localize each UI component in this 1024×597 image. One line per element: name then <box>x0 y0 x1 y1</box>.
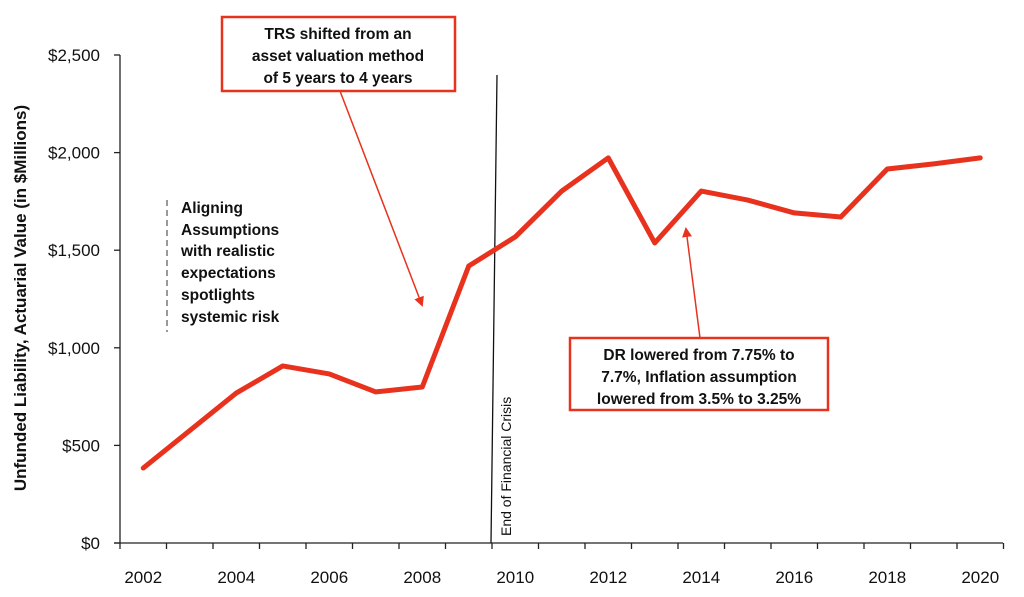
y-tick-label: $2,000 <box>48 144 100 163</box>
financial-crisis-label: End of Financial Crisis <box>498 397 514 536</box>
x-tick-label: 2006 <box>310 568 348 587</box>
x-tick-label: 2004 <box>217 568 255 587</box>
y-tick-label: $2,500 <box>48 46 100 65</box>
x-tick-label: 2012 <box>589 568 627 587</box>
x-tick-label: 2018 <box>868 568 906 587</box>
financial-crisis-line <box>490 74 498 544</box>
aligning-annotation: Aligning Assumptions with realistic expe… <box>180 200 280 326</box>
trs-line: of 5 years to 4 years <box>263 70 412 87</box>
x-tick-label: 2002 <box>124 568 162 587</box>
trs-line: asset valuation method <box>252 48 424 65</box>
dr-line: DR lowered from 7.75% to <box>603 347 794 364</box>
trs-line: TRS shifted from an <box>264 26 411 43</box>
x-tick-label: 2014 <box>682 568 720 587</box>
x-tick-label: 2008 <box>403 568 441 587</box>
y-tick-label: $500 <box>62 436 100 455</box>
dr-arrow <box>682 227 701 339</box>
dr-line: lowered from 3.5% to 3.25% <box>597 391 801 408</box>
y-tick-label: $1,000 <box>48 339 100 358</box>
aligning-line: with realistic <box>180 243 275 260</box>
dr-line: 7.7%, Inflation assumption <box>601 369 797 386</box>
x-tick-label: 2016 <box>775 568 813 587</box>
dr-annotation-box: DR lowered from 7.75% to 7.7%, Inflation… <box>568 336 830 412</box>
aligning-line: Aligning <box>181 200 243 217</box>
trs-annotation-box: TRS shifted from an asset valuation meth… <box>220 15 457 93</box>
y-axis-label: Unfunded Liability, Actuarial Value (in … <box>11 105 30 491</box>
aligning-line: systemic risk <box>181 309 280 326</box>
aligning-line: Assumptions <box>181 222 279 239</box>
x-tick-label: 2020 <box>961 568 999 587</box>
trs-arrow <box>339 90 424 307</box>
aligning-line: spotlights <box>181 287 255 304</box>
axes <box>114 55 1003 544</box>
aligning-line: expectations <box>181 265 276 282</box>
y-tick-label: $1,500 <box>48 241 100 260</box>
y-tick-label: $0 <box>81 534 100 553</box>
x-tick-label: 2010 <box>496 568 534 587</box>
